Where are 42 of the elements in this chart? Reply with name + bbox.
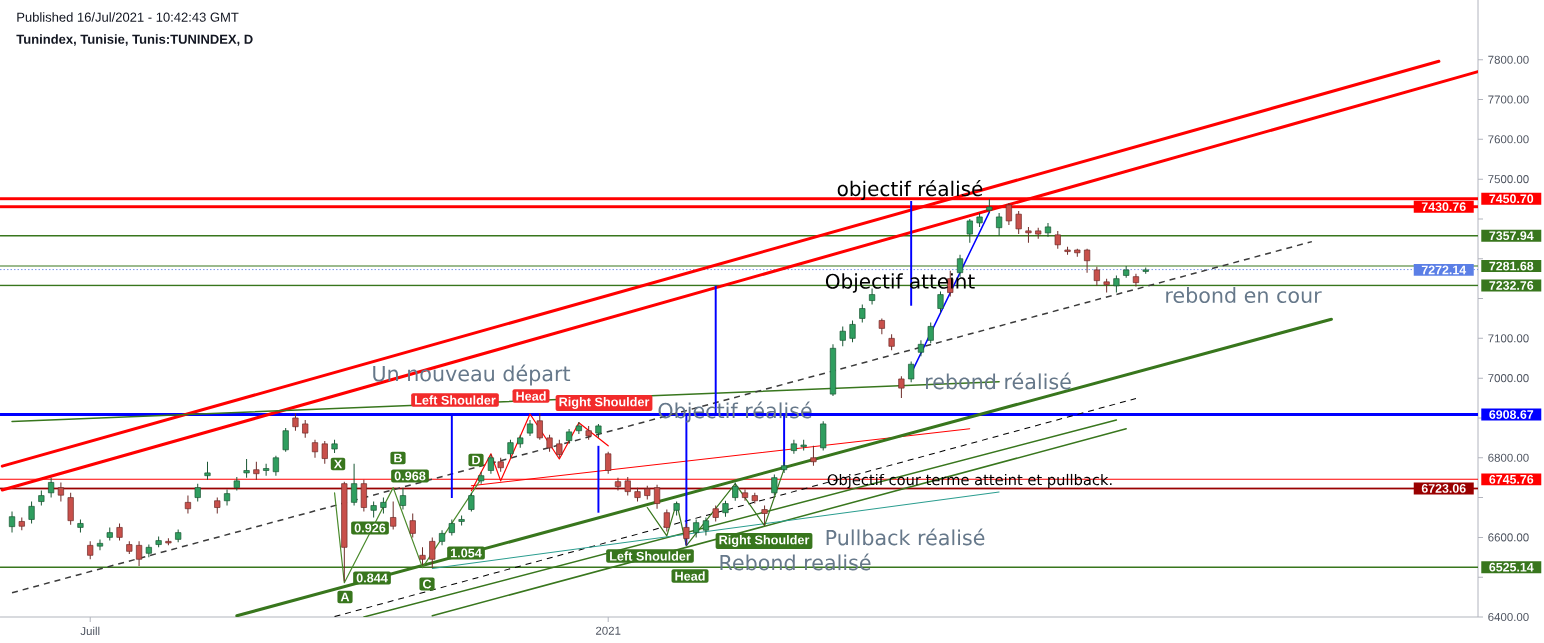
annotation: objectif réalisé: [837, 179, 983, 201]
ref-line-label: 7272.14: [1421, 265, 1467, 275]
y-tick-label: 7800.00: [1488, 55, 1529, 64]
annotation: Left Shoulder: [415, 395, 496, 405]
annotation: Right Shoulder: [559, 397, 650, 409]
ref-line-label: 7430.76: [1421, 202, 1466, 212]
ref-line-label: 6723.06: [1421, 484, 1466, 493]
annotation: Right Shoulder: [719, 535, 810, 547]
ref-line-label: 6908.67: [1489, 410, 1534, 419]
annotation: 0.844: [356, 573, 388, 583]
ref-line-label: 7232.76: [1489, 281, 1534, 290]
ref-line-label: 7450.70: [1489, 194, 1534, 204]
annotation: 1.054: [450, 548, 482, 558]
annotation: Left Shoulder: [610, 551, 691, 561]
y-tick-label: 7600.00: [1488, 135, 1529, 144]
annotation: D: [472, 455, 481, 465]
annotation: Published 16/Jul/2021 - 10:42:43 GMT: [17, 12, 239, 22]
annotation: Head: [675, 571, 705, 581]
x-tick-label: 2021: [596, 626, 621, 635]
y-tick-label: 6600.00: [1488, 533, 1529, 542]
ref-line-label: 6745.76: [1489, 474, 1534, 484]
annotation: Head: [516, 391, 546, 401]
annotation: C: [422, 579, 432, 589]
annotation: rebond en cour: [1166, 287, 1322, 303]
annotation: 0.968: [394, 471, 426, 481]
y-tick-label: 7500.00: [1488, 175, 1529, 184]
text: Tunindex, Tunisie, Tunis:TUNINDEX, D: [16, 34, 253, 46]
y-tick-label: 7700.00: [1488, 95, 1529, 104]
annotation: 0.926: [354, 523, 386, 533]
x-tick-label: Juill: [80, 626, 100, 636]
y-tick-label: 7000.00: [1488, 374, 1529, 383]
annotation: Pullback réalisé: [826, 528, 985, 546]
ref-line-label: 7281.68: [1489, 261, 1534, 271]
annotation: B: [394, 453, 403, 463]
ref-line-label: 7357.94: [1489, 231, 1534, 241]
y-tick-label: 7100.00: [1488, 334, 1529, 343]
annotation: Un nouveau départ: [373, 364, 571, 386]
y-tick-label: 6400.00: [1488, 612, 1529, 622]
ref-line-label: 6525.14: [1489, 562, 1534, 572]
annotation: A: [340, 592, 350, 602]
annotation: X: [333, 459, 343, 469]
y-tick-label: 6800.00: [1488, 453, 1529, 462]
